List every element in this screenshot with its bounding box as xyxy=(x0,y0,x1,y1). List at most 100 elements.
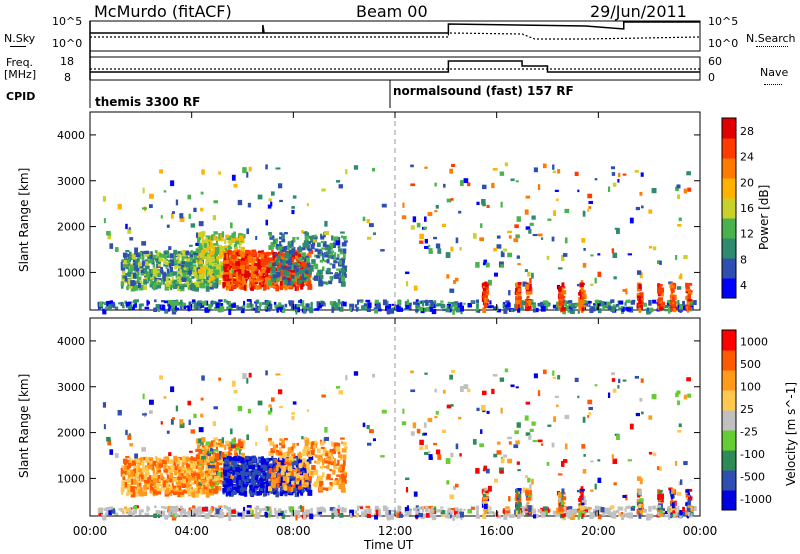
velocity-cell xyxy=(502,509,505,514)
velocity-cell xyxy=(194,487,198,491)
power-cell xyxy=(201,240,204,245)
power-cell xyxy=(546,255,550,260)
power-cell xyxy=(260,282,264,285)
power-cell xyxy=(505,300,510,303)
power-cell xyxy=(152,267,158,273)
power-cell xyxy=(150,277,155,280)
velocity-cell xyxy=(184,470,187,473)
power-cell xyxy=(259,284,262,288)
velocity-cell xyxy=(226,443,232,446)
velocity-cell xyxy=(335,446,341,452)
velocity-cell xyxy=(207,459,212,465)
velocity-cell xyxy=(125,456,130,459)
velocity-cell xyxy=(340,487,346,493)
velocity-cell xyxy=(407,508,412,512)
power-cell xyxy=(621,308,625,312)
velocity-cell xyxy=(122,458,128,464)
velocity-cell xyxy=(540,507,545,514)
velocity-cell xyxy=(415,508,421,515)
power-cell xyxy=(679,304,683,310)
velocity-cell xyxy=(188,467,193,472)
power-cell xyxy=(126,259,130,264)
power-cell xyxy=(256,285,260,289)
power-cell xyxy=(587,209,590,212)
power-cell xyxy=(175,281,179,285)
velocity-cell xyxy=(618,506,624,511)
power-cell xyxy=(219,271,224,275)
power-cell xyxy=(597,300,602,304)
power-cell xyxy=(130,280,135,287)
velocity-cell xyxy=(215,446,218,450)
power-cell xyxy=(516,290,520,295)
velocity-cell xyxy=(277,462,281,468)
power-cell xyxy=(266,259,271,265)
power-cell xyxy=(524,299,528,303)
power-cell xyxy=(241,269,247,274)
velocity-cell xyxy=(185,487,189,494)
velocity-cell xyxy=(183,473,189,477)
power-cell xyxy=(102,308,107,315)
power-cell xyxy=(517,285,520,289)
power-cell xyxy=(503,308,508,314)
power-cell xyxy=(298,245,301,249)
power-cell xyxy=(398,307,403,312)
velocity-cell xyxy=(240,457,245,464)
power-cell xyxy=(161,304,166,311)
velocity-cell xyxy=(284,492,288,497)
velocity-cell xyxy=(425,512,431,518)
power-cell xyxy=(158,257,164,262)
power-cell xyxy=(140,269,146,274)
velocity-cell xyxy=(233,463,238,470)
velocity-cell xyxy=(219,477,224,481)
power-cell xyxy=(517,288,521,293)
velocity-cell xyxy=(336,386,341,389)
power-cell xyxy=(431,308,437,315)
power-cell xyxy=(337,299,341,304)
power-cell xyxy=(168,304,171,310)
power-cell xyxy=(668,281,673,285)
velocity-cell xyxy=(224,451,228,455)
power-cell xyxy=(162,282,165,285)
power-cell xyxy=(588,300,592,304)
power-cell xyxy=(207,307,211,312)
power-cell xyxy=(162,273,165,279)
power-cell xyxy=(154,250,158,254)
power-cell xyxy=(683,255,688,260)
velocity-cell xyxy=(594,505,600,511)
power-cell xyxy=(424,245,429,249)
velocity-cell xyxy=(341,441,344,445)
power-cell xyxy=(517,263,521,266)
velocity-cell xyxy=(302,458,306,463)
velocity-cell xyxy=(242,373,247,380)
velocity-cell xyxy=(140,509,144,513)
velocity-cell xyxy=(120,468,123,474)
velocity-cell xyxy=(381,409,387,414)
power-cell xyxy=(238,233,244,237)
power-cell xyxy=(336,180,341,183)
power-cell xyxy=(542,163,547,169)
power-cell xyxy=(171,276,174,281)
power-cell xyxy=(163,259,167,265)
power-cell xyxy=(316,242,321,248)
power-cell xyxy=(412,216,417,223)
power-cell xyxy=(615,303,619,307)
velocity-cell xyxy=(324,458,329,461)
velocity-cell xyxy=(200,455,206,460)
power-cell xyxy=(178,302,184,306)
power-cell xyxy=(240,308,245,314)
power-cell xyxy=(168,263,172,268)
velocity-cell xyxy=(287,447,292,453)
power-cell xyxy=(669,308,673,313)
velocity-cell xyxy=(310,507,313,514)
power-cell xyxy=(250,272,254,277)
power-cell xyxy=(196,255,201,259)
power-cell xyxy=(291,240,294,245)
power-cell xyxy=(132,272,137,279)
velocity-cell xyxy=(145,467,149,472)
power-cell xyxy=(475,307,480,311)
velocity-cell xyxy=(171,482,174,487)
velocity-cell xyxy=(245,455,250,460)
velocity-cell xyxy=(141,460,145,467)
velocity-cell xyxy=(153,513,158,519)
velocity-cell xyxy=(181,467,186,471)
